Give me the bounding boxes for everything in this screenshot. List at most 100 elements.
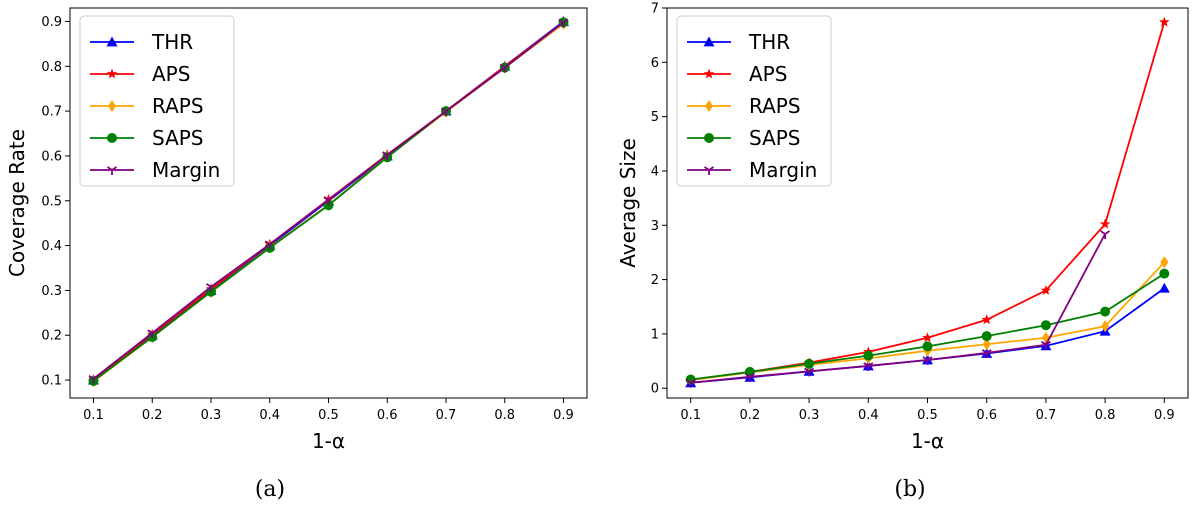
data-point-raps: [1101, 320, 1110, 333]
data-point-margin: [264, 240, 275, 250]
y-tick-label: 6: [651, 56, 659, 71]
y-tick-label: 0.7: [41, 105, 62, 120]
data-point-margin: [1100, 230, 1111, 239]
legend-marker-raps: [705, 100, 713, 112]
legend-label-saps: SAPS: [749, 126, 801, 150]
y-tick-label: 0.3: [41, 284, 62, 299]
data-point-margin: [1040, 341, 1051, 350]
data-point-saps: [1040, 320, 1051, 331]
data-point-margin: [558, 18, 569, 28]
legend-label-raps: RAPS: [749, 94, 801, 118]
x-tick-label: 0.5: [917, 408, 938, 423]
y-tick-label: 0.5: [41, 194, 62, 209]
legend-label-thr: THR: [748, 30, 790, 54]
y-axis-label: Average Size: [616, 138, 640, 268]
y-axis-label: Coverage Rate: [5, 129, 29, 277]
legend: THR APS RAPS SAPS Margin: [79, 15, 235, 187]
x-tick-label: 0.5: [318, 408, 339, 423]
data-point-raps: [1160, 256, 1169, 269]
series-margin: [685, 230, 1111, 388]
y-tick-label: 7: [651, 2, 659, 17]
panel-caption: (a): [255, 477, 285, 502]
x-tick-label: 0.4: [858, 408, 879, 423]
data-point-thr: [1158, 282, 1170, 293]
series-line-margin: [690, 233, 1106, 384]
x-tick-label: 0.4: [259, 408, 280, 423]
data-point-saps: [1100, 306, 1111, 317]
data-point-saps: [1159, 268, 1170, 279]
data-point-saps: [922, 341, 933, 352]
y-tick-label: 5: [651, 110, 659, 125]
legend-label-aps: APS: [152, 62, 190, 86]
x-tick-label: 0.7: [1036, 408, 1057, 423]
legend: THR APS RAPS SAPS Margin: [676, 15, 832, 187]
y-tick-label: 0.8: [41, 60, 62, 75]
data-point-saps: [981, 331, 992, 342]
y-tick-label: 0.1: [41, 374, 62, 389]
x-tick-label: 0.1: [680, 408, 701, 423]
data-point-aps: [981, 314, 992, 325]
legend-marker-saps: [107, 133, 117, 143]
y-tick-label: 0.2: [41, 329, 62, 344]
x-axis-label: 1-α: [911, 429, 944, 453]
data-point-margin: [147, 329, 158, 338]
data-point-margin: [863, 362, 874, 371]
data-point-margin: [382, 151, 393, 161]
y-tick-label: 2: [651, 273, 659, 288]
x-tick-label: 0.7: [436, 408, 457, 423]
data-point-margin: [441, 107, 451, 117]
data-point-margin: [981, 349, 992, 358]
data-point-aps: [922, 332, 933, 343]
x-tick-label: 0.3: [799, 408, 820, 423]
legend-marker-thr: [106, 36, 118, 47]
y-tick-label: 0.4: [41, 239, 62, 254]
data-point-margin: [499, 63, 510, 73]
data-point-raps: [982, 338, 991, 351]
data-point-margin: [88, 374, 99, 384]
panel-caption: (b): [894, 477, 925, 502]
data-point-margin: [804, 367, 815, 377]
panel-b: 0.1 0.2 0.3 0.4 0.5 0.6 0.7 0.8 0.9 0 1 2 3 4 5 6 7 1-α Av…: [616, 2, 1189, 502]
legend-label-aps: APS: [749, 62, 787, 86]
x-tick-label: 0.2: [740, 408, 761, 423]
x-tick-label: 0.6: [976, 408, 997, 423]
data-point-saps: [863, 350, 874, 361]
legend-label-raps: RAPS: [152, 94, 204, 118]
series-margin: [88, 18, 569, 384]
data-point-margin: [206, 283, 216, 292]
legend-label-margin: Margin: [749, 158, 817, 182]
y-tick-label: 0: [651, 382, 659, 397]
legend-marker-raps: [108, 100, 116, 112]
panel-a: 0.1 0.2 0.3 0.4 0.5 0.6 0.7 0.8 0.9 0.1 0.2 0.3 0.4 0…: [5, 7, 588, 502]
data-point-saps: [804, 358, 815, 369]
y-tick-label: 1: [651, 327, 659, 342]
y-tick-label: 0.9: [41, 15, 62, 30]
y-tick-label: 0.6: [41, 149, 62, 164]
y-tick-label: 4: [651, 164, 659, 179]
legend-box: [676, 15, 832, 187]
x-tick-label: 0.8: [494, 408, 515, 423]
x-tick-label: 0.9: [553, 408, 574, 423]
legend-marker-thr: [703, 36, 715, 47]
x-tick-label: 0.1: [83, 408, 104, 423]
data-point-margin: [323, 196, 334, 205]
data-point-aps: [1099, 218, 1111, 229]
legend-label-thr: THR: [151, 30, 193, 54]
data-point-margin: [685, 379, 696, 388]
data-point-margin: [744, 373, 755, 382]
x-tick-label: 0.2: [142, 408, 163, 423]
data-point-aps: [1159, 16, 1170, 27]
legend-marker-margin: [704, 166, 714, 175]
series-raps: [686, 256, 1169, 387]
legend-marker-aps: [106, 68, 118, 79]
x-tick-label: 0.3: [201, 408, 222, 423]
x-tick-label: 0.6: [377, 408, 398, 423]
legend-box: [79, 15, 235, 187]
data-point-aps: [1040, 284, 1052, 295]
legend-marker-aps: [703, 68, 715, 79]
series-saps: [685, 268, 1170, 385]
legend-marker-saps: [704, 133, 714, 143]
x-tick-label: 0.8: [1095, 408, 1116, 423]
data-point-margin: [922, 356, 933, 365]
